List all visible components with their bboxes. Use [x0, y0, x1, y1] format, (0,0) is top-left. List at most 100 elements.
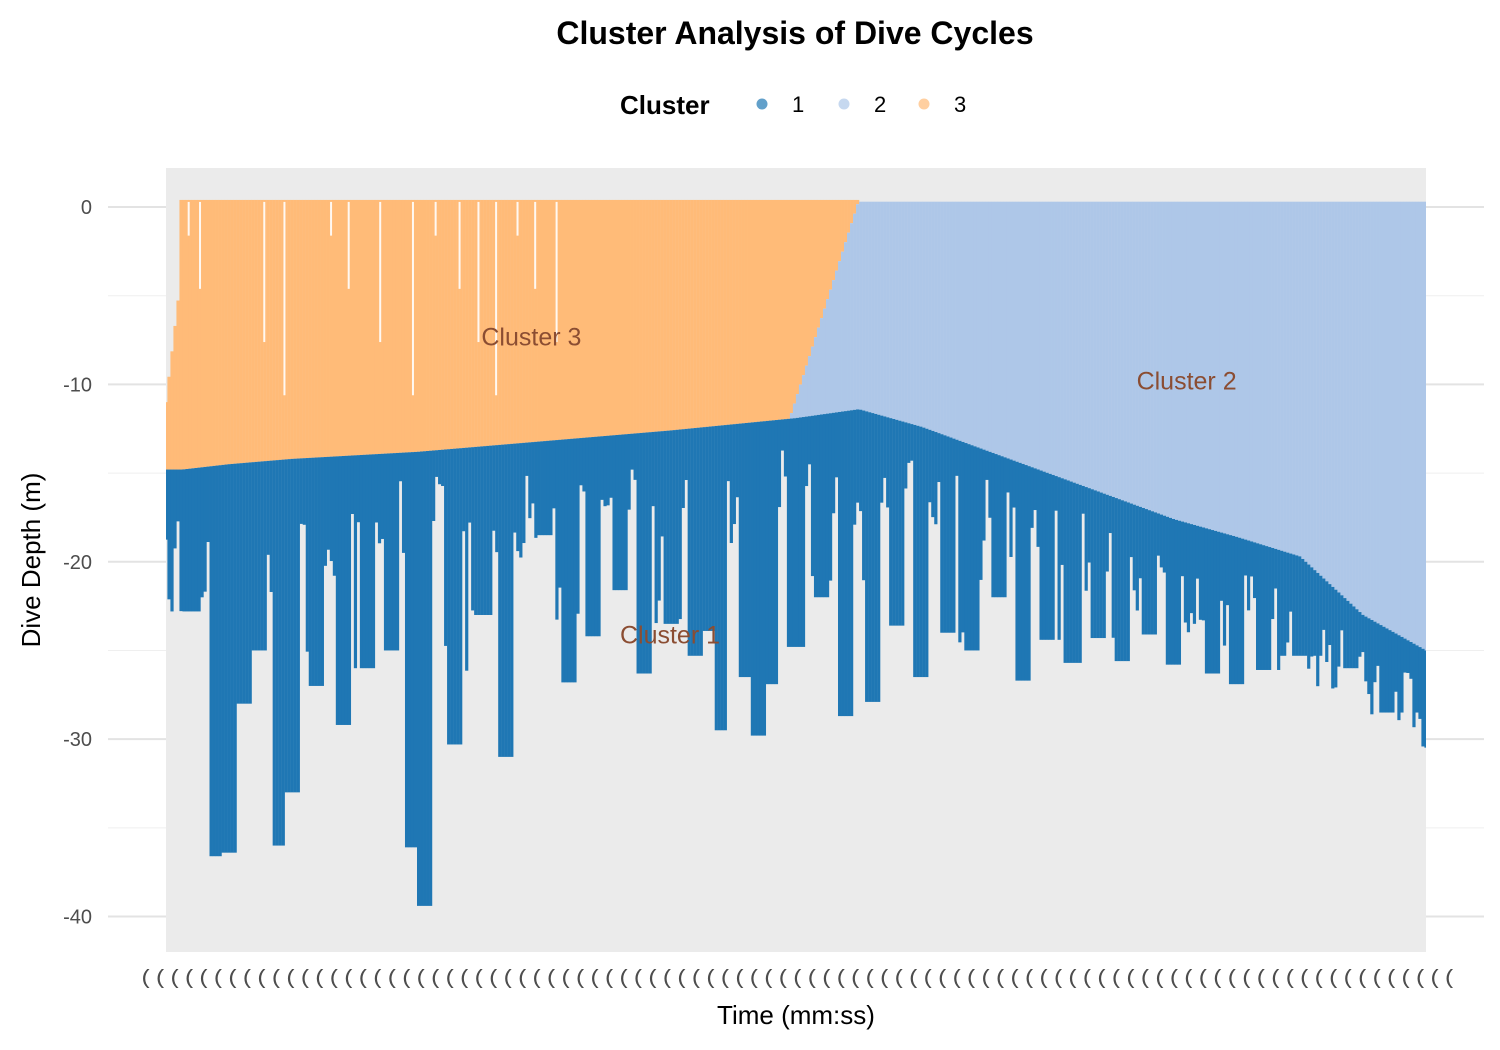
series-2-dive-293 [1045, 201, 1049, 473]
series-1-dive-399 [1364, 616, 1368, 682]
series-1-dive-88 [429, 450, 433, 906]
series-3-dive-61 [347, 199, 352, 456]
series-1-dive-83 [413, 451, 418, 848]
series-1-dive-149 [612, 435, 616, 591]
series-1-dive-387 [1328, 584, 1332, 646]
series-2-dive-352 [1222, 201, 1227, 534]
series-2-dive-405 [1382, 201, 1386, 627]
series-1-dive-253 [925, 428, 929, 678]
series-1-dive-198 [759, 421, 764, 736]
series-2-dive-223 [834, 270, 839, 413]
series-1-dive-247 [907, 423, 911, 463]
series-1-dive-357 [1237, 537, 1242, 685]
legend-label-1: 1 [792, 92, 804, 117]
series-2-dive-301 [1069, 201, 1073, 482]
series-1-dive-409 [1394, 633, 1398, 692]
series-1-dive-402 [1373, 621, 1377, 683]
x-tick-labels: ((((((((((((((((((((((((((((((((((((((((… [139, 968, 1457, 991]
series-1-dive-303 [1075, 483, 1079, 663]
series-2-dive-252 [922, 201, 926, 428]
series-1-dive-203 [774, 420, 779, 685]
series-3-dive-170 [675, 199, 679, 430]
legend-label-2: 2 [874, 92, 886, 117]
series-2-dive-244 [898, 201, 902, 421]
series-1-dive-44 [296, 458, 300, 793]
series-3-dive-54 [326, 199, 330, 457]
series-1-dive-57 [335, 456, 340, 725]
series-1-dive-418 [1421, 648, 1425, 747]
series-1-dive-3 [173, 469, 177, 549]
series-3-dive-215 [810, 199, 815, 347]
series-2-dive-289 [1033, 201, 1037, 469]
series-1-dive-335 [1171, 518, 1175, 665]
series-2-dive-226 [844, 242, 848, 412]
series-1-dive-251 [919, 426, 923, 678]
series-1-dive-211 [798, 417, 803, 647]
series-1-dive-283 [1015, 461, 1019, 681]
series-3-dive-52 [320, 199, 324, 458]
series-1-dive-347 [1207, 529, 1212, 674]
series-3-dive-102 [471, 199, 475, 448]
series-2-dive-242 [892, 201, 896, 420]
series-2-dive-302 [1072, 201, 1076, 483]
series-3-dive-57 [335, 199, 340, 457]
series-1-dive-308 [1090, 489, 1094, 639]
series-1-dive-205 [780, 419, 785, 451]
series-1-dive-38 [278, 459, 282, 846]
y-tick-label-3: -30 [63, 729, 92, 751]
series-3-dive-178 [699, 199, 703, 428]
series-3-dive-108 [489, 199, 493, 446]
series-3-dive-116 [513, 199, 517, 444]
series-1-dive-394 [1349, 603, 1353, 669]
series-1-dive-219 [822, 414, 827, 598]
series-3-dive-36 [272, 199, 276, 461]
series-2-dive-334 [1168, 201, 1172, 518]
series-3-dive-18 [218, 199, 222, 466]
series-1-dive-10 [194, 467, 198, 612]
series-3-dive-103 [474, 199, 478, 447]
series-1-dive-224 [838, 411, 842, 717]
series-3-dive-13 [203, 199, 207, 467]
series-2-dive-360 [1246, 201, 1251, 541]
series-1-dive-210 [795, 417, 800, 647]
series-2-dive-307 [1087, 201, 1091, 489]
series-2-dive-232 [862, 201, 866, 411]
series-3-dive-180 [705, 199, 709, 427]
series-2-dive-392 [1343, 201, 1347, 599]
series-2-dive-370 [1277, 201, 1281, 550]
series-1-dive-267 [967, 444, 971, 651]
series-3-dive-68 [368, 199, 373, 455]
series-1-dive-43 [293, 458, 297, 793]
series-2-dive-298 [1060, 201, 1064, 479]
series-2-dive-237 [877, 201, 881, 415]
series-1-dive-407 [1388, 630, 1392, 713]
series-2-dive-245 [901, 201, 905, 422]
series-3-dive-155 [630, 199, 634, 434]
series-1-dive-32 [260, 461, 264, 651]
series-2-dive-233 [865, 201, 869, 412]
series-2-dive-347 [1207, 201, 1212, 530]
series-3-dive-201 [768, 199, 773, 421]
series-1-points [166, 409, 1426, 906]
series-3-dive-192 [741, 199, 745, 424]
series-1-dive-410 [1397, 635, 1401, 721]
series-2-dive-235 [871, 201, 875, 414]
series-1-dive-324 [1138, 506, 1142, 579]
series-3-dive-188 [729, 199, 733, 425]
series-1-dive-228 [850, 410, 854, 717]
series-1-dive-419 [1424, 650, 1426, 748]
gap-13 [534, 201, 537, 289]
series-3-dive-194 [747, 199, 751, 423]
series-1-dive-8 [188, 468, 192, 612]
series-3-dive-190 [735, 199, 739, 424]
series-1-dive-35 [269, 460, 273, 592]
series-3-dive-171 [678, 199, 682, 430]
y-tick-label-2: -20 [63, 552, 92, 574]
series-2-dive-386 [1325, 201, 1329, 582]
gap-6 [379, 201, 382, 343]
series-1-dive-58 [338, 456, 343, 725]
series-3-dive-70 [374, 199, 379, 455]
series-1-dive-288 [1030, 467, 1034, 528]
series-1-dive-417 [1418, 647, 1422, 719]
